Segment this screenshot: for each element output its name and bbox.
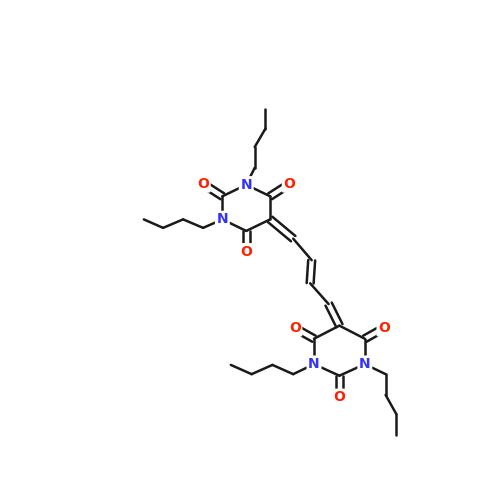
Text: O: O <box>334 390 345 404</box>
Text: O: O <box>378 321 390 335</box>
Text: N: N <box>359 357 370 371</box>
Text: N: N <box>308 357 320 371</box>
Text: O: O <box>240 244 252 258</box>
Text: N: N <box>240 178 252 192</box>
Text: O: O <box>289 321 300 335</box>
Text: O: O <box>197 177 209 191</box>
Text: O: O <box>284 177 296 191</box>
Text: N: N <box>216 212 228 226</box>
